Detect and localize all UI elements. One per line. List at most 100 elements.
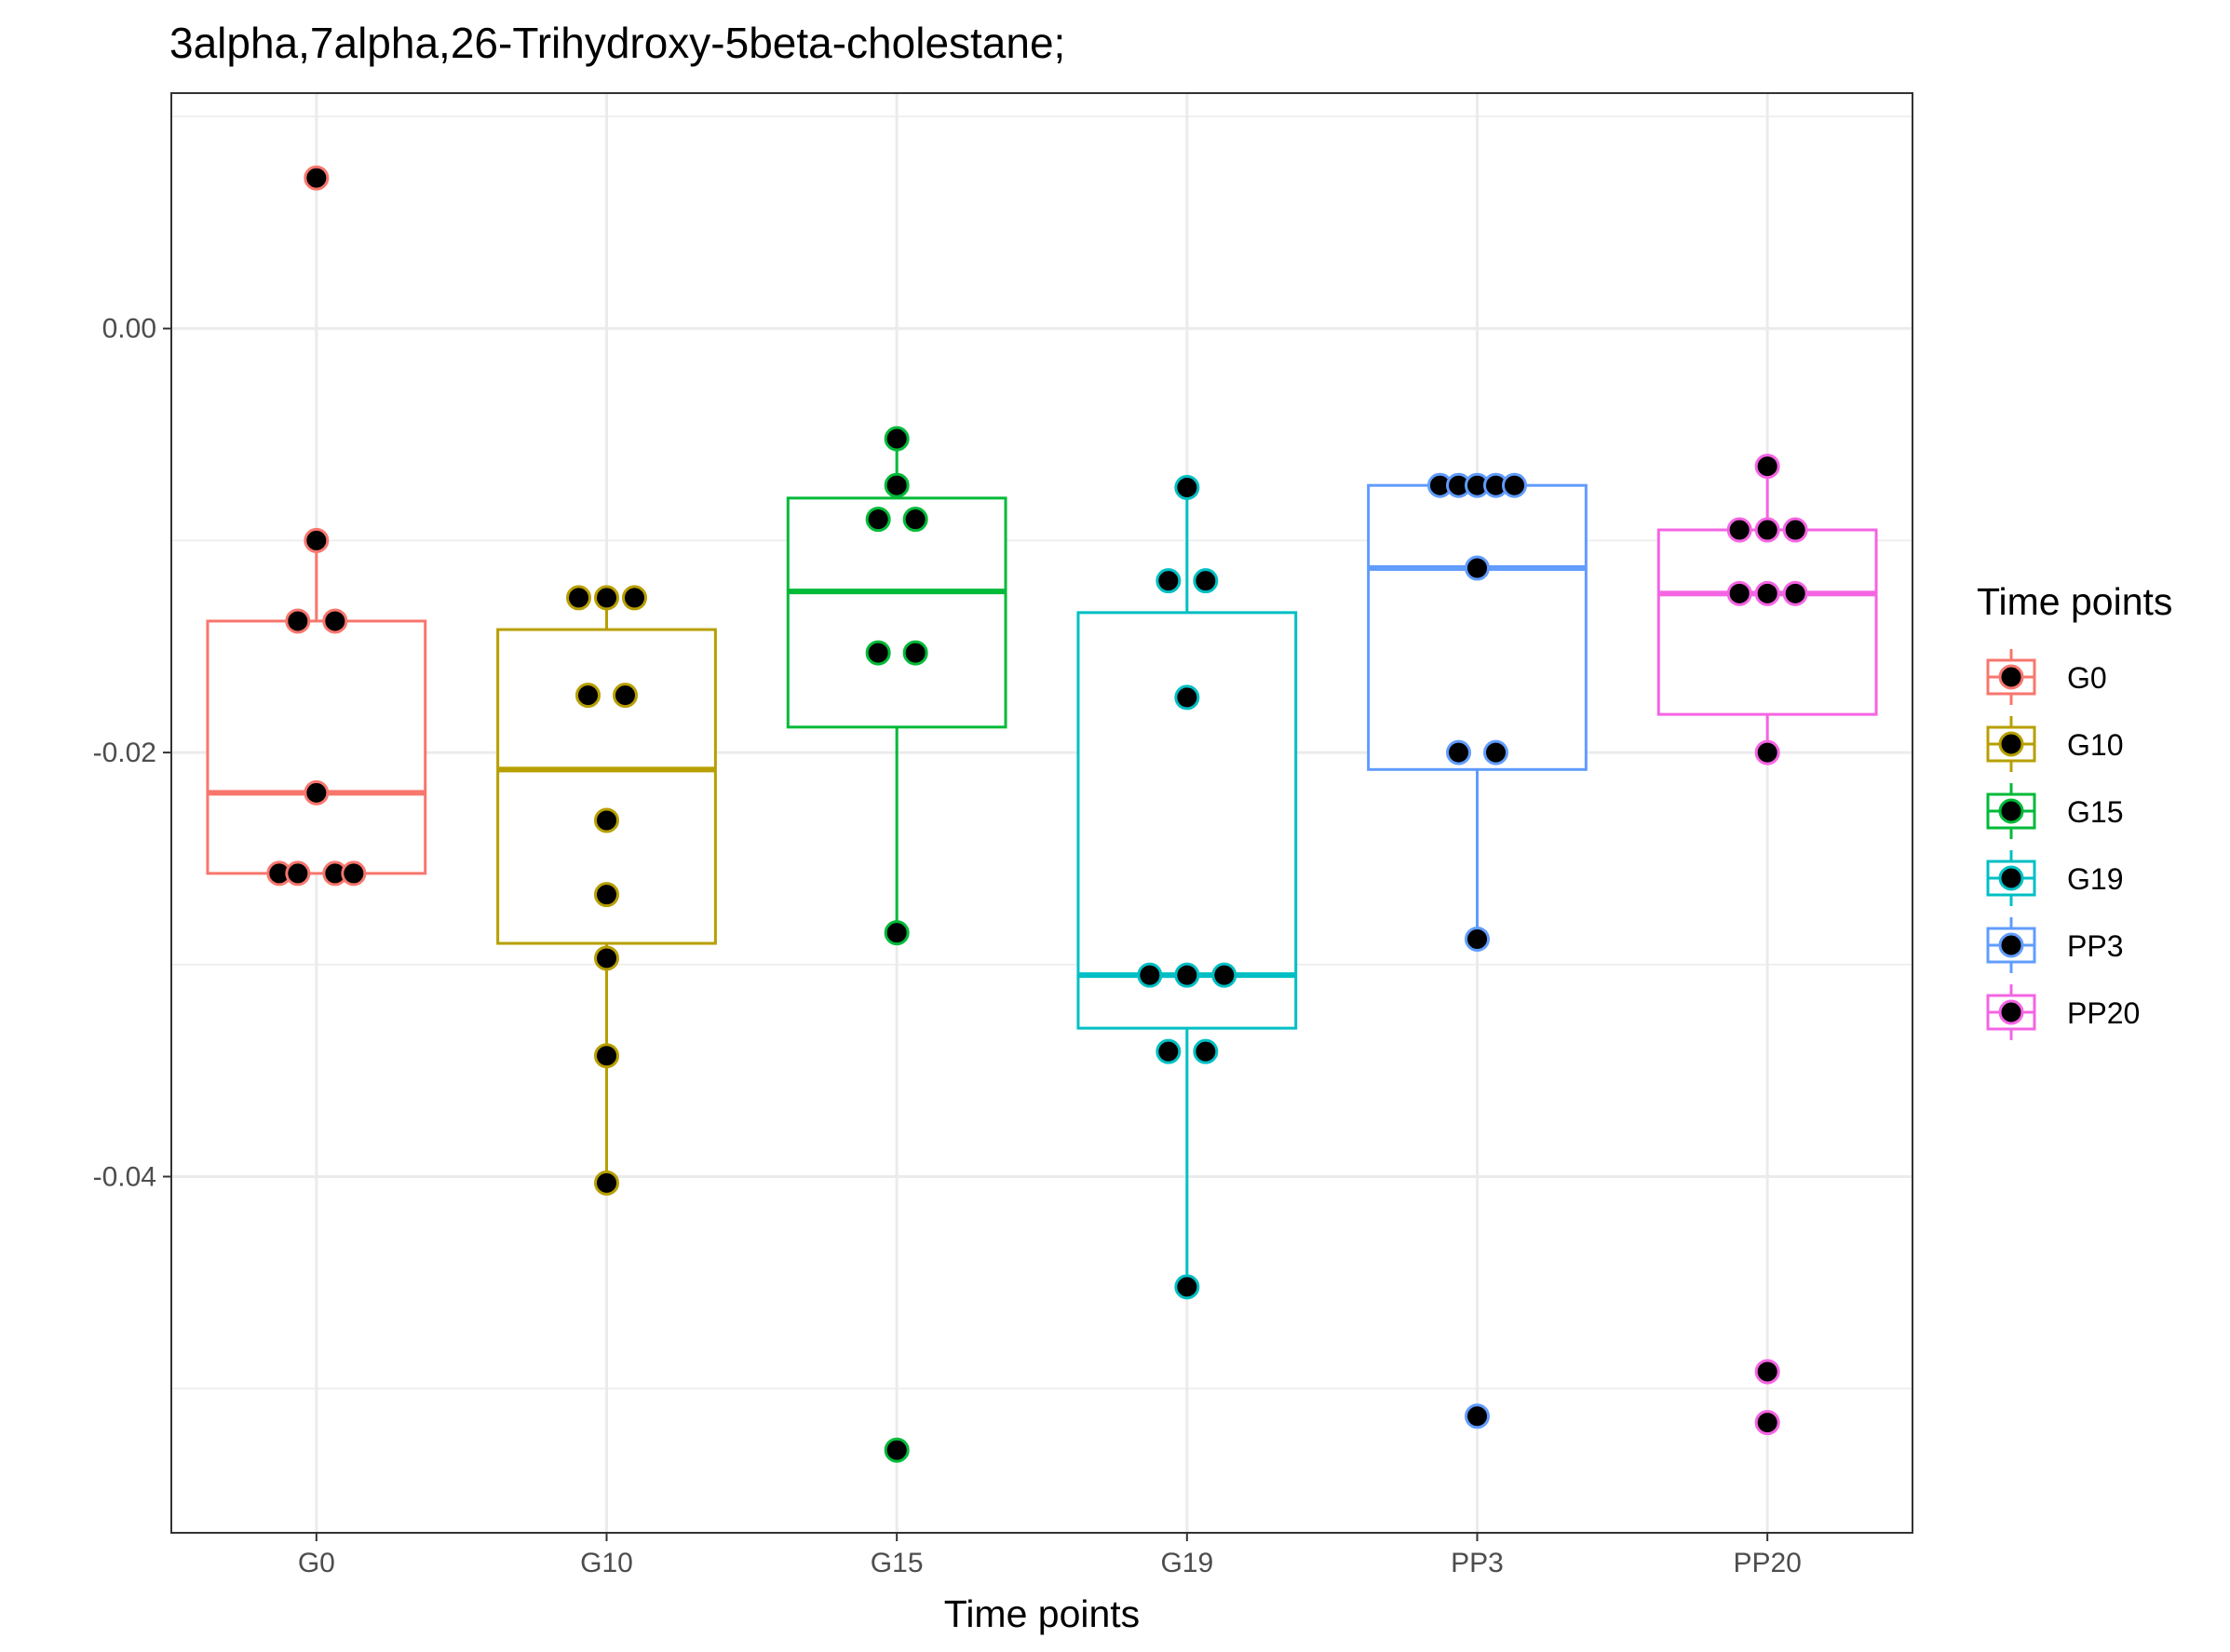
data-point-G19	[1174, 1274, 1200, 1300]
point-layer	[266, 165, 1808, 1463]
y-tick-label: -0.02	[93, 738, 156, 768]
data-point-G19	[1211, 962, 1237, 988]
data-point-G10	[594, 945, 619, 971]
data-point-G19	[1193, 1038, 1219, 1064]
data-point-G15	[902, 507, 928, 533]
y-tick-label: -0.04	[93, 1161, 156, 1192]
data-point-G0	[304, 779, 330, 806]
legend-title: Time points	[1977, 580, 2172, 623]
box-group-PP20	[1656, 466, 1878, 753]
data-point-PP20	[1754, 454, 1780, 480]
legend-key-dot	[1998, 731, 2024, 757]
legend-item-G19: G19	[1986, 850, 2123, 906]
data-point-G15	[865, 640, 891, 666]
data-point-G0	[285, 608, 311, 634]
data-point-G0	[304, 165, 330, 191]
legend-key-dot	[1998, 798, 2024, 824]
legend: Time points G0 G10 G15 G19 PP3 PP20	[1977, 580, 2172, 1040]
data-point-PP3	[1502, 472, 1527, 498]
plot-background	[171, 93, 1912, 1533]
box-iqr	[206, 619, 427, 875]
data-point-G10	[594, 1043, 619, 1069]
data-point-PP3	[1465, 555, 1490, 581]
box-layer	[206, 439, 1878, 1287]
data-point-G19	[1193, 568, 1219, 594]
data-point-G0	[341, 860, 367, 887]
data-point-G19	[1156, 568, 1182, 594]
box-iqr	[1367, 483, 1588, 771]
data-point-G19	[1156, 1038, 1182, 1064]
y-tick-label: 0.00	[102, 314, 156, 345]
data-point-G0	[322, 608, 348, 634]
legend-label: PP20	[2067, 996, 2140, 1030]
x-tick-label: G10	[580, 1548, 633, 1578]
legend-item-G0: G0	[1986, 649, 2107, 705]
legend-item-G15: G15	[1986, 783, 2123, 839]
data-point-G19	[1174, 474, 1200, 500]
data-point-PP3	[1465, 1403, 1490, 1429]
data-point-G0	[285, 860, 311, 887]
x-tick-label: G19	[1160, 1548, 1213, 1578]
data-point-G15	[884, 920, 910, 946]
data-point-PP3	[1446, 739, 1471, 765]
box-group-G19	[1076, 487, 1298, 1287]
data-point-G19	[1137, 962, 1163, 988]
data-point-PP20	[1782, 580, 1808, 606]
chart-title: 3alpha,7alpha,26-Trihydroxy-5beta-choles…	[169, 19, 1065, 67]
legend-key-dot	[1998, 664, 2024, 690]
data-point-G15	[884, 1437, 910, 1463]
legend-item-PP3: PP3	[1986, 917, 2123, 973]
data-point-G15	[884, 472, 910, 498]
data-point-PP20	[1754, 1410, 1780, 1436]
data-point-PP3	[1483, 739, 1508, 765]
box-group-G15	[786, 439, 1007, 933]
box-iqr	[1076, 611, 1298, 1030]
data-point-G10	[613, 683, 638, 709]
data-point-PP20	[1754, 580, 1780, 606]
box-iqr	[1656, 528, 1878, 716]
grid-lines	[171, 93, 1912, 1533]
legend-label: G0	[2067, 661, 2107, 695]
data-point-G19	[1174, 684, 1200, 711]
legend-item-PP20: PP20	[1986, 984, 2140, 1040]
data-point-G10	[594, 1170, 619, 1196]
data-point-G15	[884, 426, 910, 452]
data-point-PP20	[1754, 739, 1780, 765]
legend-label: G10	[2067, 728, 2123, 762]
box-group-G0	[206, 540, 427, 875]
x-axis: G0 G10 G15 G19 PP3 PP20	[298, 1533, 1802, 1578]
legend-key-dot	[1998, 999, 2024, 1025]
data-point-G10	[566, 585, 591, 611]
legend-label: G19	[2067, 862, 2123, 896]
y-axis: 0.00 -0.02 -0.04	[93, 314, 171, 1192]
data-point-G15	[902, 640, 928, 666]
data-point-PP20	[1782, 517, 1808, 543]
data-point-PP20	[1754, 517, 1780, 543]
legend-item-G10: G10	[1986, 716, 2123, 772]
legend-label: G15	[2067, 795, 2123, 829]
x-axis-title: Time points	[944, 1592, 1140, 1635]
legend-key-dot	[1998, 932, 2024, 958]
data-point-G10	[575, 683, 601, 709]
data-point-PP20	[1726, 580, 1752, 606]
data-point-PP20	[1726, 517, 1752, 543]
data-point-G10	[594, 585, 619, 611]
data-point-G19	[1174, 962, 1200, 988]
data-point-G0	[304, 527, 330, 553]
x-tick-label: G0	[298, 1548, 335, 1578]
x-tick-label: PP20	[1733, 1548, 1801, 1578]
data-point-PP20	[1754, 1359, 1780, 1385]
x-tick-label: G15	[871, 1548, 924, 1578]
data-point-G15	[865, 507, 891, 533]
data-point-G10	[622, 585, 647, 611]
data-point-PP3	[1465, 926, 1490, 952]
plot-panel-border	[170, 92, 1913, 1534]
x-tick-label: PP3	[1451, 1548, 1504, 1578]
legend-label: PP3	[2067, 929, 2123, 963]
legend-key-dot	[1998, 865, 2024, 891]
box-group-PP3	[1367, 483, 1588, 940]
data-point-G10	[594, 807, 619, 833]
box-iqr	[786, 496, 1007, 729]
data-point-G10	[594, 882, 619, 908]
